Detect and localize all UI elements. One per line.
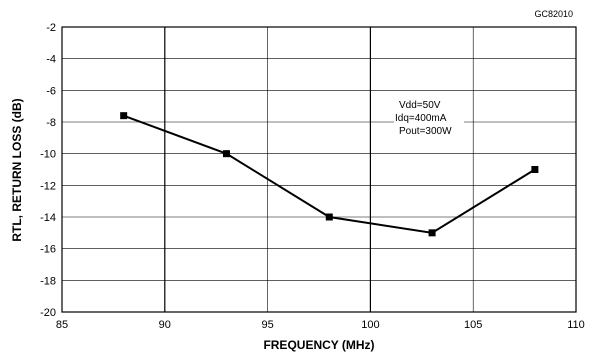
conditions-box: Vdd=50V Idq=400mA Pout=300W [394,96,464,138]
x-axis-title: FREQUENCY (MHz) [263,338,374,352]
data-point-marker [222,150,230,158]
y-tick-label: -18 [40,275,56,287]
data-point-marker [531,166,539,173]
data-point-marker [428,229,436,237]
data-point-marker [120,112,128,120]
data-point-marker [325,213,333,221]
figure-code: GC82010 [534,9,573,19]
condition-idq: Idq=400mA [395,113,447,124]
x-tick-label: 95 [261,319,273,331]
x-tick-label: 100 [361,319,379,331]
horizontal-gridlines [62,58,576,281]
y-tick-label: -14 [40,212,56,224]
vertical-gridlines [164,27,474,312]
plot-frame [61,26,577,313]
series-return-loss [120,112,539,237]
y-tick-label: -12 [40,180,56,192]
y-tick-label: -6 [46,85,56,97]
x-tick-label: 90 [159,319,171,331]
y-tick-label: -4 [46,54,56,66]
conditions-background [394,96,464,138]
y-tick-label: -2 [46,22,56,34]
y-axis-title: RTL, RETURN LOSS (dB) [10,98,24,241]
x-tick-label: 85 [56,319,68,331]
x-tick-label: 110 [567,319,585,331]
y-tick-label: -10 [40,149,56,161]
x-tick-label: 105 [464,319,482,331]
condition-pout: Pout=300W [399,126,452,137]
y-tick-labels: -2 -4 -6 -8 -10 -12 -14 -16 -18 -20 [40,22,56,319]
x-tick-labels: 85 90 95 100 105 110 [56,319,585,331]
y-tick-label: -20 [40,307,56,319]
y-tick-label: -16 [40,244,56,256]
y-tick-label: -8 [46,117,56,129]
condition-vdd: Vdd=50V [399,100,441,111]
